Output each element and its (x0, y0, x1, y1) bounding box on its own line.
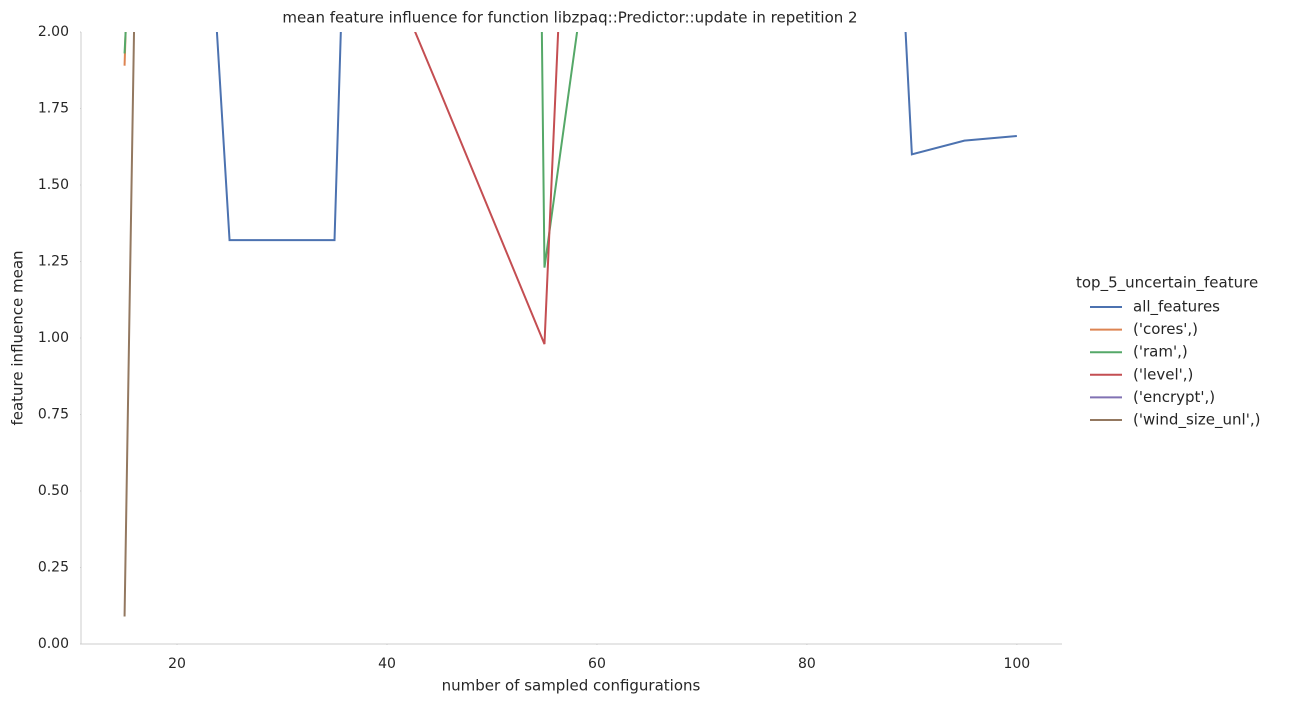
legend-label: ('level',) (1133, 365, 1193, 383)
y-tick-label: 0.50 (38, 483, 69, 499)
legend-title: top_5_uncertain_feature (1076, 274, 1258, 293)
chart-title: mean feature influence for function libz… (282, 9, 857, 27)
legend-label: ('encrypt',) (1133, 388, 1215, 406)
legend-label: ('ram',) (1133, 343, 1188, 361)
legend-label: all_features (1133, 298, 1220, 317)
x-tick-label: 60 (588, 656, 606, 672)
y-tick-label: 0.75 (38, 407, 69, 423)
y-tick-label: 1.00 (38, 330, 69, 346)
x-axis-label: number of sampled configurations (442, 677, 701, 695)
plot-area (123, 32, 1017, 617)
x-tick-label: 80 (798, 656, 816, 672)
y-tick-label: 1.25 (38, 254, 69, 270)
y-tick-label: 1.75 (38, 101, 69, 117)
legend-label: ('wind_size_unl',) (1133, 411, 1260, 430)
y-axis-label: feature influence mean (9, 250, 27, 425)
data-line (123, 32, 136, 617)
data-line (215, 32, 1017, 242)
x-tick-label: 100 (1003, 656, 1030, 672)
legend-label: ('cores',) (1133, 320, 1198, 338)
y-tick-label: 1.50 (38, 177, 69, 193)
x-tick-label: 20 (168, 656, 186, 672)
data-line (414, 32, 560, 345)
y-tick-label: 0.00 (38, 636, 69, 652)
x-tick-label: 40 (378, 656, 396, 672)
y-tick-label: 0.25 (38, 560, 69, 576)
data-line (123, 32, 579, 268)
y-tick-label: 2.00 (38, 24, 69, 40)
